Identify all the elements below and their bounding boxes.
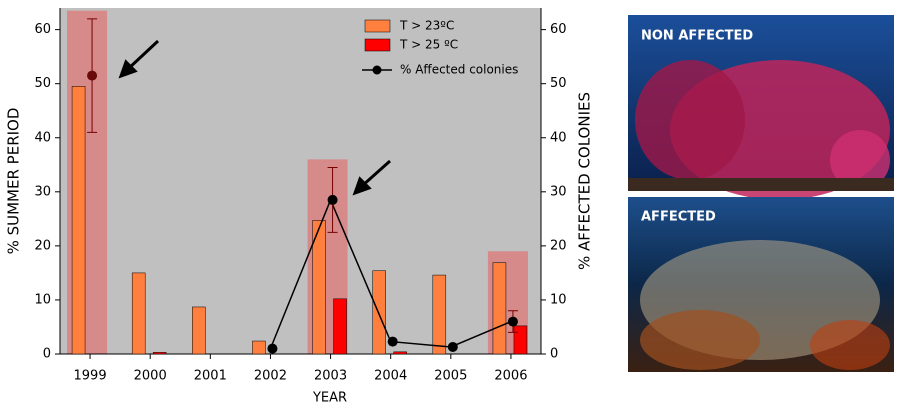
y2-tick-label: 40: [550, 130, 567, 145]
legend-swatch: [364, 38, 391, 52]
x-tick-label: 1999: [74, 369, 107, 384]
point: [387, 336, 398, 347]
y-tick-label: 30: [34, 184, 51, 199]
y-tick-label: 10: [34, 292, 51, 307]
y2-tick-label: 30: [550, 184, 567, 199]
bar: [492, 262, 507, 355]
x-tick-label: 2000: [134, 369, 167, 384]
y2-tick-label: 50: [550, 76, 567, 91]
bar: [71, 86, 86, 355]
y-tick-label: 20: [34, 238, 51, 253]
y2-tick-label: 60: [550, 22, 567, 37]
x-tick-label: 2004: [374, 369, 407, 384]
bar: [432, 274, 447, 355]
legend-label: T > 25 ºC: [399, 38, 458, 52]
y-axis-label: % SUMMER PERIOD: [5, 108, 23, 255]
photo-affected: AFFECTED: [628, 197, 894, 372]
x-axis-label: YEAR: [312, 391, 347, 406]
y2-tick-label: 10: [550, 292, 567, 307]
point: [267, 343, 278, 354]
y2-tick-label: 0: [550, 347, 558, 362]
bar: [192, 306, 206, 355]
x-tick-label: 2001: [194, 369, 227, 384]
point: [507, 316, 518, 327]
legend-label: % Affected colonies: [400, 63, 518, 77]
y-tick-label: 50: [34, 76, 51, 91]
point: [327, 194, 338, 205]
bar: [372, 270, 386, 355]
y-tick-label: 60: [34, 22, 51, 37]
bar: [152, 352, 167, 355]
photo-non-affected: NON AFFECTED: [628, 15, 894, 200]
point: [447, 341, 458, 352]
y2-axis-label: % AFFECTED COLONIES: [576, 92, 594, 270]
bar: [312, 220, 326, 355]
legend-marker: [372, 65, 382, 75]
bar: [131, 272, 146, 355]
x-tick-label: 2002: [254, 369, 287, 384]
point: [87, 70, 98, 81]
y2-tick-label: 20: [550, 238, 567, 253]
legend-label: T > 23ºC: [399, 19, 454, 33]
photo-label: NON AFFECTED: [641, 29, 753, 44]
x-tick-label: 2006: [494, 369, 527, 384]
x-tick-label: 2005: [434, 369, 467, 384]
legend-swatch: [364, 19, 391, 33]
y-tick-label: 0: [43, 347, 51, 362]
x-tick-label: 2003: [314, 369, 347, 384]
bar: [513, 325, 528, 355]
bar: [393, 351, 407, 355]
photo-label: AFFECTED: [641, 210, 716, 225]
arrows: [118, 39, 391, 196]
y-tick-label: 40: [34, 130, 51, 145]
bar: [252, 340, 266, 355]
bar: [333, 298, 347, 355]
